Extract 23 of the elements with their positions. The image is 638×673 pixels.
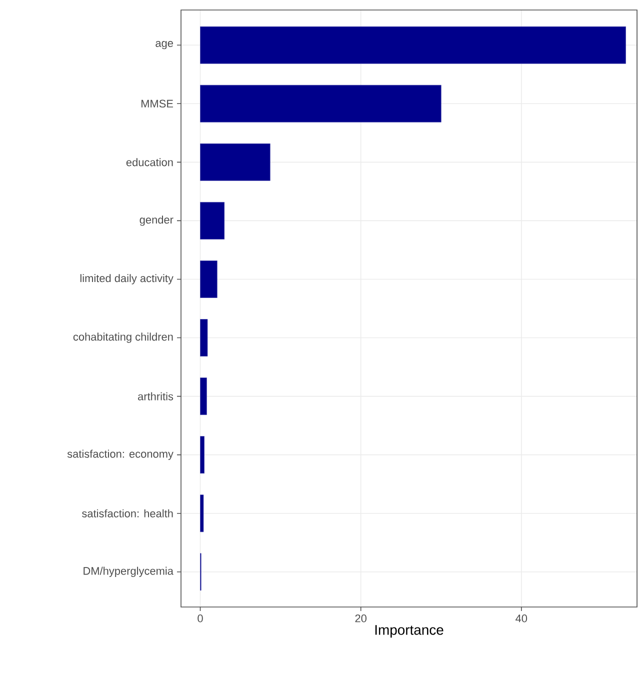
y-tick-label: satisfaction: health [82,509,173,518]
bar [200,494,204,532]
y-tick-label: arthritis [138,392,174,400]
y-tick-label: MMSE [142,100,173,108]
y-tick-label: age [156,41,173,50]
bar [200,260,218,298]
y-tick-label: education [126,158,173,166]
y-tick-label: gender [140,216,174,226]
y-tick-label: DM/hyperglycemia [84,566,174,577]
bar [200,84,442,122]
x-axis-title: Importance [375,625,444,638]
y-tick-label: satisfaction: economy [67,450,174,460]
bar [200,26,626,64]
x-tick-label: 0 [198,614,203,622]
bar [200,319,208,356]
y-tick-label: limited daily activity [80,274,174,284]
bar [200,143,270,181]
bar [200,436,204,474]
x-tick-label: 20 [355,614,366,622]
bar [200,202,225,240]
bar [200,378,207,415]
y-tick-label: cohabitating children [73,332,173,343]
x-tick-label: 40 [516,614,528,622]
